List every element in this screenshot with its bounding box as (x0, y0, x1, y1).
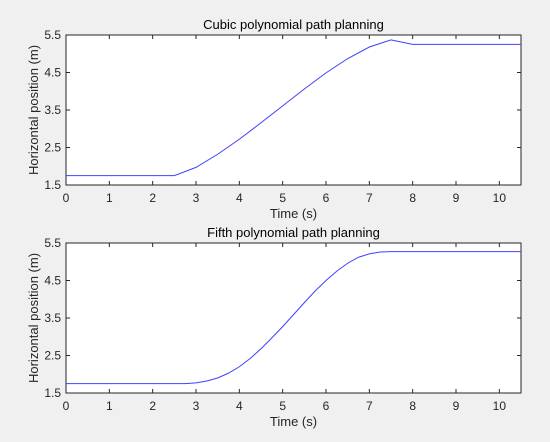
y-tick-label: 3.5 (44, 103, 61, 117)
x-tick-label: 7 (366, 191, 373, 205)
series-line-1 (66, 39, 521, 177)
x-tick-label: 8 (409, 191, 416, 205)
x-tick-label: 7 (366, 399, 373, 413)
x-tick-label: 5 (279, 191, 286, 205)
y-tick-label: 2.5 (44, 141, 61, 155)
x-tick-label: 2 (149, 191, 156, 205)
x-tick-label: 3 (193, 191, 200, 205)
chart-panel-1: 0 1 2 3 4 5 6 7 8 9 10 1.5 2.5 3.5 4.5 5.5 Cubic polynom… (26, 17, 522, 221)
chart-title: Fifth polynomial path planning (207, 225, 380, 240)
x-tick-label: 9 (453, 191, 460, 205)
x-tick-label: 6 (323, 191, 330, 205)
x-tick-label: 2 (149, 399, 156, 413)
x-tick-label: 3 (193, 399, 200, 413)
y-tick-label: 4.5 (44, 66, 61, 80)
series-line-1 (66, 251, 521, 385)
x-tick-label: 10 (493, 399, 507, 413)
x-tick-label: 6 (323, 399, 330, 413)
chart-title: Cubic polynomial path planning (203, 17, 384, 32)
x-tick-label: 9 (453, 399, 460, 413)
y-tick-label: 4.5 (44, 274, 61, 288)
y-tick-label: 1.5 (44, 178, 61, 192)
y-tick-label: 5.5 (44, 236, 61, 250)
x-axis-label: Time (s) (270, 414, 317, 429)
x-tick-label: 4 (236, 399, 243, 413)
x-tick-label: 1 (106, 191, 113, 205)
plot-area (65, 242, 522, 394)
x-tick-label: 1 (106, 399, 113, 413)
y-tick-label: 1.5 (44, 386, 61, 400)
y-tick-label: 5.5 (44, 28, 61, 42)
x-tick-label: 5 (279, 399, 286, 413)
x-axis-label: Time (s) (270, 206, 317, 221)
y-tick-label: 3.5 (44, 311, 61, 325)
x-tick-label: 4 (236, 191, 243, 205)
plot-area (65, 34, 522, 186)
x-tick-label: 10 (493, 191, 507, 205)
chart-panel-2: 0 1 2 3 4 5 6 7 8 9 10 1.5 2.5 3.5 4.5 5.5 Fifth polynom… (26, 225, 522, 429)
x-tick-label: 0 (63, 191, 70, 205)
x-tick-label: 8 (409, 399, 416, 413)
y-tick-label: 2.5 (44, 349, 61, 363)
x-tick-label: 0 (63, 399, 70, 413)
y-axis-label: Horizontal position (m) (26, 45, 41, 175)
y-axis-label: Horizontal position (m) (26, 253, 41, 383)
